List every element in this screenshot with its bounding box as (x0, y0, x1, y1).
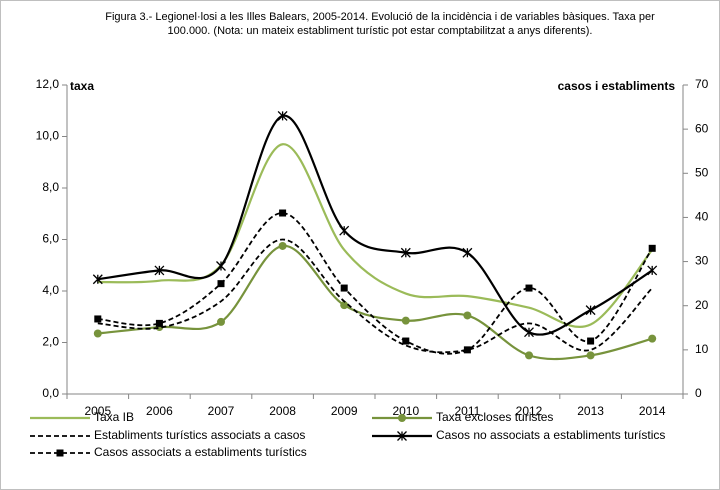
x-tick-label: 2009 (331, 404, 358, 418)
point-marker (587, 337, 595, 345)
point-marker (94, 315, 102, 323)
y-axis-label: taxa (70, 79, 94, 93)
x-tick-label: 2012 (516, 404, 543, 418)
y2-tick-label: 60 (695, 121, 709, 135)
x-tick-label: 2005 (84, 404, 111, 418)
legend-item: Casos associats a establiments turístics (30, 445, 307, 459)
point-marker (401, 316, 410, 325)
point-marker (648, 334, 657, 343)
series-line (97, 238, 653, 354)
point-marker (277, 110, 288, 121)
x-tick-label: 2008 (269, 404, 296, 418)
y-tick-label: 8,0 (42, 180, 59, 194)
y-tick-label: 0,0 (42, 386, 59, 400)
point-marker (217, 317, 225, 326)
point-marker (400, 247, 411, 258)
y2-tick-label: 70 (695, 77, 709, 91)
series-line (97, 212, 653, 355)
point-marker (278, 241, 287, 250)
point-marker (340, 301, 349, 310)
point-marker (279, 209, 287, 217)
y2-tick-label: 20 (695, 298, 709, 312)
point-marker (648, 244, 656, 252)
point-marker (339, 225, 350, 236)
legend-item: Taxa IB (30, 410, 134, 424)
legend-label: Establiments turístics associats a casos (94, 428, 305, 442)
point-marker (216, 261, 226, 271)
legend-label: Casos no associats a establiments turíst… (436, 428, 665, 442)
point-marker (340, 284, 348, 292)
legend-item: Casos no associats a establiments turíst… (372, 428, 665, 442)
series-line (97, 244, 653, 361)
y-tick-label: 2,0 (42, 335, 59, 349)
y2-tick-label: 0 (695, 386, 702, 400)
point-marker (154, 265, 165, 276)
point-marker (402, 337, 410, 345)
x-tick-label: 2011 (454, 404, 480, 418)
y-tick-label: 6,0 (42, 232, 59, 246)
legend-label: Casos associats a establiments turístics (94, 445, 307, 459)
x-tick-label: 2013 (577, 404, 604, 418)
x-tick-label: 2006 (146, 404, 173, 418)
point-marker (155, 319, 163, 327)
point-marker (217, 280, 225, 288)
x-tick-label: 2014 (639, 404, 666, 418)
y-tick-label: 10,0 (36, 129, 60, 143)
point-marker (462, 247, 473, 258)
y-tick-label: 12,0 (36, 77, 60, 91)
series-line (97, 114, 653, 336)
y2-tick-label: 50 (695, 165, 709, 179)
point-marker (647, 265, 658, 276)
point-marker (463, 346, 471, 354)
point-marker (525, 284, 533, 292)
point-marker (525, 351, 533, 360)
x-tick-label: 2010 (392, 404, 419, 418)
legend-label: Taxa excloses turistes (436, 410, 553, 424)
point-marker (586, 351, 595, 360)
x-tick-label: 2007 (208, 404, 235, 418)
point-marker (93, 329, 102, 338)
chart-title: Figura 3.- Legionel·losi a les Illes Bal… (105, 11, 655, 37)
legend-item: Taxa excloses turistes (372, 410, 553, 424)
legend-label: Taxa IB (94, 410, 134, 424)
point-marker (463, 311, 472, 320)
y2-tick-label: 40 (695, 210, 709, 224)
y2-axis-label: casos i establiments (558, 79, 676, 93)
legend-marker (398, 414, 406, 422)
legend-item: Establiments turístics associats a casos (30, 428, 305, 442)
legend-marker (397, 431, 407, 441)
series-line (97, 143, 654, 328)
y-tick-label: 4,0 (42, 283, 59, 297)
y2-tick-label: 30 (695, 254, 709, 268)
legend-marker (56, 449, 64, 457)
point-marker (585, 305, 596, 316)
y2-tick-label: 10 (695, 342, 709, 356)
point-marker (92, 274, 103, 285)
point-marker (524, 327, 534, 338)
